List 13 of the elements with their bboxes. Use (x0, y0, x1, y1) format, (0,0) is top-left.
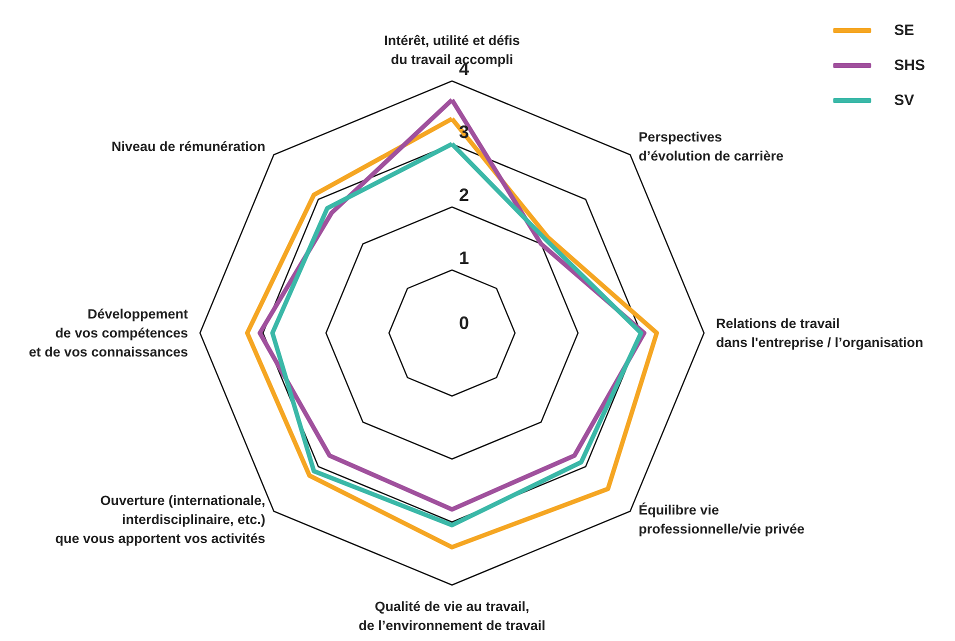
legend-label: SV (894, 92, 914, 109)
y-tick-label: 2 (458, 185, 470, 205)
spoke-label: Perspectives d’évolution de carrière (638, 129, 784, 164)
spoke-label: Développement de vos compétences et de vos connaissances (28, 306, 188, 360)
spoke-label: Qualité de vie au travail, de l’environnement de travail (358, 599, 546, 633)
y-tick-label: 1 (458, 248, 470, 268)
spoke-label: Niveau de rémunération (112, 138, 266, 154)
y-tick-label: 0 (458, 313, 470, 333)
spoke-label: Relations de travail dans l'entreprise / l’organisation (716, 316, 924, 350)
legend-label: SE (894, 22, 914, 39)
spoke-label: Ouverture (internationale, interdisciplinaire, etc.) que vous apportent vos activités (55, 493, 266, 546)
spoke-label: Équilibre vie professionnelle/vie privée (638, 502, 805, 537)
legend-label: SHS (894, 57, 925, 74)
